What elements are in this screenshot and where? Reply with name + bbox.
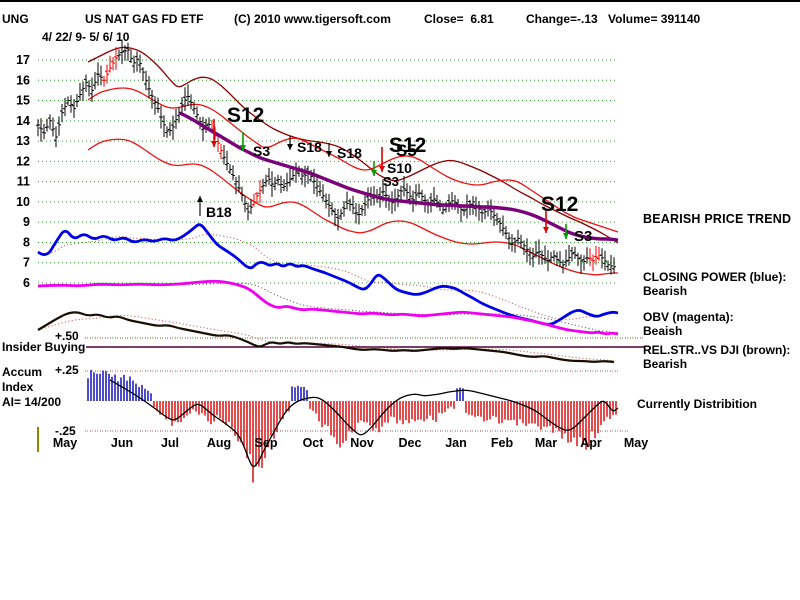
index-label: Index [2, 380, 34, 394]
month-axis-label: Jun [111, 436, 133, 450]
price-trend-status: BEARISH PRICE TREND [643, 212, 792, 226]
signal-label: S5 [396, 141, 417, 160]
current-accumulation-status: Currently Distribition [637, 397, 758, 411]
volume-value: Volume= 391140 [608, 12, 701, 26]
obv-title: OBV (magenta): [643, 310, 734, 324]
relative-strength-status: Bearish [643, 357, 688, 371]
signal-label: S12 [541, 193, 578, 216]
lower-red-band-line [87, 138, 618, 276]
month-axis-label: Aug [207, 436, 231, 450]
month-axis-label: Dec [399, 436, 422, 450]
upper-maroon-band-line [87, 46, 619, 244]
sell-signal-arrowhead-icon [563, 233, 569, 239]
sell-signal-arrowhead-icon [543, 227, 549, 233]
plus50-label: +.50 [55, 329, 79, 343]
month-axis-label: Mar [535, 436, 557, 450]
sell-signal-arrowhead-icon [211, 141, 217, 147]
signal-label: S12 [389, 134, 426, 157]
closing-power-title: CLOSING POWER (blue): [643, 270, 787, 284]
copyright-text: (C) 2010 www.tigersoft.com [234, 12, 391, 26]
window-top-edge [0, 0, 800, 2]
close-value: Close= 6.81 [424, 12, 494, 26]
signal-label: S18 [337, 145, 362, 161]
month-axis-label: Nov [350, 436, 374, 450]
month-axis-label: Sep [255, 436, 278, 450]
price-tick-label: 7 [23, 256, 30, 270]
price-tick-label: 17 [16, 53, 30, 67]
signal-label: S12 [227, 104, 264, 127]
change-value: Change=-.13 [526, 12, 598, 26]
accum-index-smoothing-line [109, 379, 619, 468]
obv-status: Beaish [643, 324, 683, 338]
security-name: US NAT GAS FD ETF [85, 12, 204, 26]
sell-signal-arrowhead-icon [287, 144, 293, 150]
sell-signal-arrowhead-icon [326, 151, 332, 157]
ai-ratio-label: AI= 14/200 [2, 395, 62, 409]
month-axis-label: May [53, 436, 77, 450]
price-tick-label: 15 [16, 94, 30, 108]
price-tick-label: 16 [16, 73, 30, 87]
price-tick-label: 9 [23, 215, 30, 229]
signal-label: S3 [383, 174, 399, 189]
relative-strength-title: REL.STR..VS DJI (brown): [643, 343, 791, 357]
signal-label: S18 [297, 139, 322, 155]
price-tick-label: 14 [16, 114, 30, 128]
month-axis-label: Jul [161, 436, 179, 450]
month-axis-label: Apr [580, 436, 602, 450]
sell-signal-arrowhead-icon [240, 145, 246, 151]
closing-power-ma-dotted [37, 234, 619, 320]
price-tick-label: 11 [17, 175, 30, 189]
price-tick-label: 8 [23, 235, 30, 249]
closing-power-status: Bearish [643, 284, 688, 298]
month-axis-label: May [624, 436, 648, 450]
insider-buying-label: Insider Buying [2, 340, 86, 354]
minus25-label: -.25 [55, 424, 76, 438]
buy-signal-arrowhead-icon [197, 196, 203, 202]
signal-label: S3 [574, 228, 592, 245]
date-range: 4/ 22/ 9- 5/ 6/ 10 [42, 30, 130, 44]
upper-red-band-line [87, 87, 619, 233]
obv-line [37, 279, 619, 336]
month-axis-label: Jan [445, 436, 467, 450]
accum-label: Accum [2, 365, 43, 379]
signal-label: B18 [206, 204, 232, 220]
signal-label: S10 [387, 160, 412, 176]
price-tick-label: 10 [16, 195, 30, 209]
purple-moving-average-line [179, 111, 619, 242]
plus25-label: +.25 [55, 363, 79, 377]
month-axis-label: Oct [303, 436, 325, 450]
signal-label: S3 [253, 143, 270, 159]
price-tick-label: 13 [16, 134, 30, 148]
price-tick-label: 12 [16, 154, 30, 168]
price-tick-label: 6 [23, 276, 30, 290]
month-axis-label: Feb [491, 436, 514, 450]
sell-signal-arrowhead-icon [371, 170, 377, 176]
obv-ma-dotted [37, 282, 619, 334]
ticker-symbol: UNG [2, 12, 29, 26]
sell-signal-arrowhead-icon [379, 166, 385, 172]
relative-strength-line [37, 311, 615, 364]
